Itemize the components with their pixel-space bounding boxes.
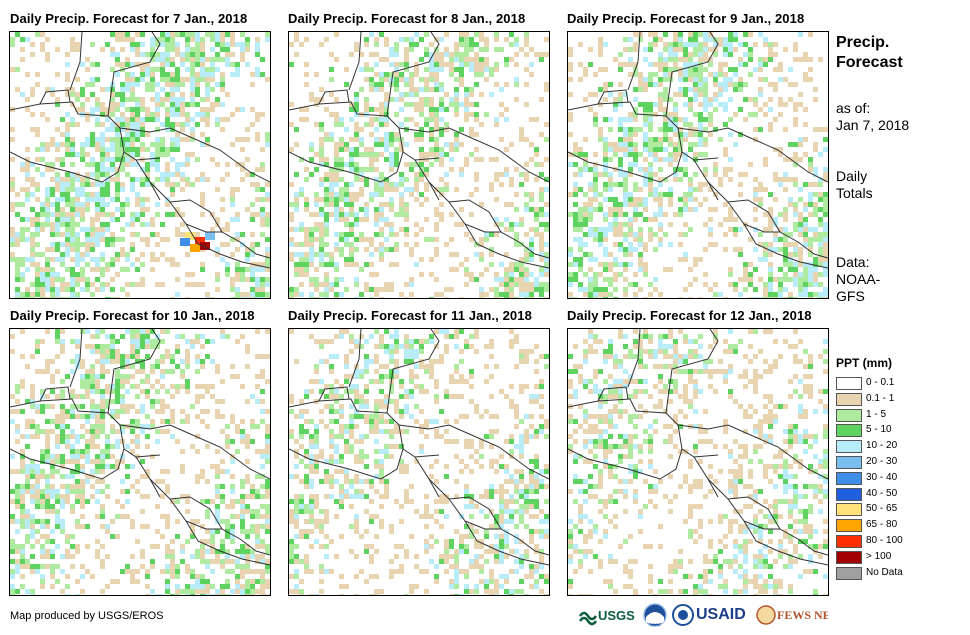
precip-raster-4 — [10, 329, 270, 595]
forecast-map-5 — [288, 328, 550, 596]
daily-line-2: Totals — [836, 185, 873, 201]
legend-swatch — [836, 519, 862, 533]
data-line-1: Data: — [836, 254, 870, 270]
legend-swatch — [836, 550, 862, 564]
legend-label: 65 - 80 — [866, 519, 898, 531]
legend-swatch — [836, 535, 862, 548]
legend-item: 80 - 100 — [836, 535, 966, 548]
legend-item: 20 - 30 — [836, 456, 966, 469]
legend-label: 20 - 30 — [866, 456, 898, 467]
legend-label: 50 - 65 — [866, 503, 898, 515]
legend-label: > 100 — [866, 550, 892, 562]
precip-raster-2 — [289, 32, 549, 298]
heading-line-1: Precip. — [836, 34, 890, 51]
legend-label: 10 - 20 — [866, 440, 898, 452]
forecast-map-1 — [9, 31, 271, 299]
legend-item: 10 - 20 — [836, 440, 966, 454]
map-heading: Precip. Forecast — [836, 33, 903, 73]
legend-swatch — [836, 566, 862, 580]
legend-label: No Data — [866, 566, 903, 578]
forecast-map-3 — [567, 31, 829, 299]
legend-swatch — [836, 377, 862, 390]
legend-item: 65 - 80 — [836, 519, 966, 533]
legend-item: > 100 — [836, 550, 966, 564]
panel-title-3: Daily Precip. Forecast for 9 Jan., 2018 — [567, 11, 805, 26]
legend-swatch — [836, 392, 862, 406]
as-of-date: as of: Jan 7, 2018 — [836, 100, 909, 134]
legend-swatch — [836, 503, 862, 517]
usgs-logo: USGS — [578, 608, 635, 626]
forecast-map-2 — [288, 31, 550, 299]
data-line-2: NOAA- — [836, 271, 881, 287]
forecast-map-4 — [9, 328, 271, 596]
daily-totals-note: Daily Totals — [836, 168, 873, 202]
usaid-logo: USAID — [696, 606, 746, 623]
daily-line-1: Daily — [836, 168, 868, 184]
legend-item: 50 - 65 — [836, 503, 966, 517]
noaa-logo: NOAA — [643, 603, 667, 627]
fews-net-logo: FEWS NET — [756, 605, 828, 625]
legend-swatch — [836, 487, 862, 501]
data-source: Data: NOAA- GFS — [836, 254, 880, 305]
legend-title: PPT (mm) — [836, 356, 893, 370]
legend-label: 0 - 0.1 — [866, 377, 895, 388]
legend-swatch — [836, 424, 862, 438]
legend-label: 80 - 100 — [866, 535, 903, 546]
panel-title-6: Daily Precip. Forecast for 12 Jan., 2018 — [567, 308, 812, 323]
credit-text: Map produced by USGS/EROS — [10, 610, 164, 622]
legend-item: 0 - 0.1 — [836, 377, 966, 390]
precip-raster-1 — [10, 32, 270, 298]
as-of-value: Jan 7, 2018 — [836, 117, 910, 133]
precip-raster-6 — [568, 329, 828, 595]
usaid-seal-logo — [672, 604, 694, 626]
panel-title-1: Daily Precip. Forecast for 7 Jan., 2018 — [10, 11, 248, 26]
legend-swatch — [836, 440, 862, 454]
legend-label: 1 - 5 — [866, 408, 887, 420]
precip-raster-5 — [289, 329, 549, 595]
legend-label: 0.1 - 1 — [866, 392, 895, 404]
legend-label: 40 - 50 — [866, 487, 898, 499]
as-of-label: as of: — [836, 100, 871, 116]
panel-title-2: Daily Precip. Forecast for 8 Jan., 2018 — [288, 11, 526, 26]
legend-item: No Data — [836, 566, 966, 580]
legend-swatch — [836, 408, 862, 422]
legend-item: 0.1 - 1 — [836, 392, 966, 406]
legend-item: 5 - 10 — [836, 424, 966, 438]
panel-title-4: Daily Precip. Forecast for 10 Jan., 2018 — [10, 308, 255, 323]
legend-label: 30 - 40 — [866, 471, 898, 483]
data-line-3: GFS — [836, 288, 865, 304]
heading-line-2: Forecast — [836, 54, 903, 71]
legend-swatch — [836, 456, 862, 469]
panel-title-5: Daily Precip. Forecast for 11 Jan., 2018 — [288, 308, 532, 323]
precip-raster-3 — [568, 32, 828, 298]
legend-item: 40 - 50 — [836, 487, 966, 501]
legend-swatch — [836, 471, 862, 485]
partner-logos: USGS NOAA USAID FEWS NET — [578, 602, 828, 628]
legend-item: 1 - 5 — [836, 408, 966, 422]
forecast-map-6 — [567, 328, 829, 596]
legend-item: 30 - 40 — [836, 471, 966, 485]
legend-label: 5 - 10 — [866, 424, 892, 436]
